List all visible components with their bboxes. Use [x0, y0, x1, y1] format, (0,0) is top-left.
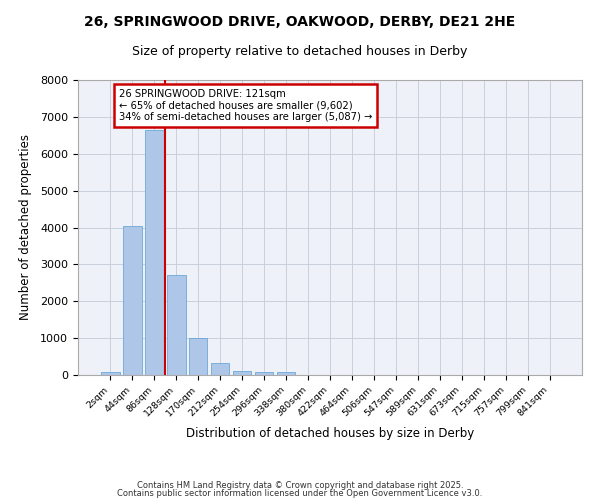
- Text: 26 SPRINGWOOD DRIVE: 121sqm
← 65% of detached houses are smaller (9,602)
34% of : 26 SPRINGWOOD DRIVE: 121sqm ← 65% of det…: [119, 89, 373, 122]
- Bar: [101, 372, 119, 375]
- X-axis label: Distribution of detached houses by size in Derby: Distribution of detached houses by size …: [186, 426, 474, 440]
- Bar: [167, 276, 185, 375]
- Bar: [123, 226, 142, 375]
- Bar: [211, 363, 229, 375]
- Y-axis label: Number of detached properties: Number of detached properties: [19, 134, 32, 320]
- Text: Size of property relative to detached houses in Derby: Size of property relative to detached ho…: [133, 45, 467, 58]
- Bar: [277, 372, 295, 375]
- Text: 26, SPRINGWOOD DRIVE, OAKWOOD, DERBY, DE21 2HE: 26, SPRINGWOOD DRIVE, OAKWOOD, DERBY, DE…: [85, 15, 515, 29]
- Text: Contains public sector information licensed under the Open Government Licence v3: Contains public sector information licen…: [118, 488, 482, 498]
- Text: Contains HM Land Registry data © Crown copyright and database right 2025.: Contains HM Land Registry data © Crown c…: [137, 481, 463, 490]
- Bar: [145, 130, 164, 375]
- Bar: [255, 372, 274, 375]
- Bar: [233, 370, 251, 375]
- Bar: [189, 338, 208, 375]
